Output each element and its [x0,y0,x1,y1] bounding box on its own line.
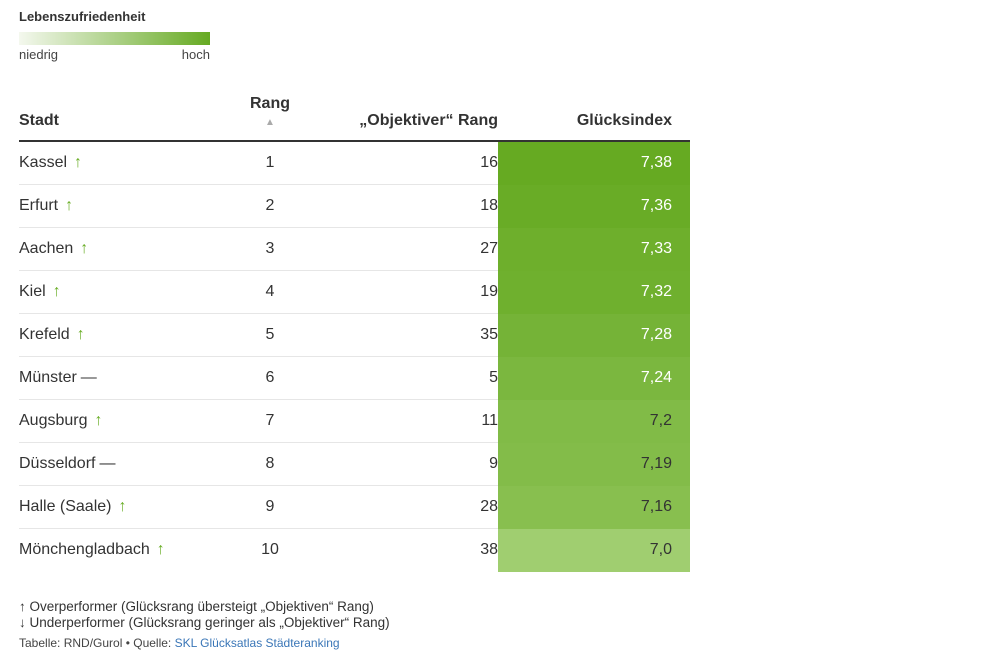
cell-rank: 2 [199,184,341,228]
city-name: Kiel [19,282,46,300]
cell-objective-rank: 9 [341,442,498,486]
cell-objective-rank: 19 [341,270,498,314]
legend-gradient-bar [19,32,210,45]
happiness-table: Stadt Rang ▲ „Objektiver“ Rang Glücksind… [19,91,690,572]
source-prefix: Tabelle: RND/Gurol • Quelle: [19,636,175,650]
cell-city: Kiel ↑ [19,270,199,314]
city-name: Augsburg [19,411,88,429]
table-row: Krefeld ↑ 5 35 7,28 [19,313,690,357]
table-row: Aachen ↑ 3 27 7,33 [19,227,690,271]
legend-high-label: hoch [181,47,210,62]
dash-icon: — [80,368,97,386]
legend-low-label: niedrig [19,47,59,62]
cell-objective-rank: 11 [341,399,498,443]
cell-rank: 9 [199,485,341,529]
color-legend: Lebenszufriedenheit niedrig hoch [19,9,210,62]
cell-city: Halle (Saale) ↑ [19,485,199,529]
column-header-rank[interactable]: Rang ▲ [199,91,341,142]
table-row: Mönchengladbach ↑ 10 38 7,0 [19,528,690,572]
column-header-city[interactable]: Stadt [19,91,199,142]
city-name: Halle (Saale) [19,497,112,515]
city-name: Kassel [19,153,68,171]
note-overperformer: ↑ Overperformer (Glücksrang übersteigt „… [19,599,374,614]
table-row: Düsseldorf —8 9 7,19 [19,442,690,486]
cell-happiness-index: 7,32 [498,270,690,314]
table-row: Kiel ↑ 4 19 7,32 [19,270,690,314]
cell-city: Krefeld ↑ [19,313,199,357]
arrow-up-icon: ↑ [156,540,165,558]
cell-objective-rank: 35 [341,313,498,357]
column-header-objective-rank[interactable]: „Objektiver“ Rang [341,91,498,142]
cell-city: Münster — [19,356,199,400]
cell-objective-rank: 27 [341,227,498,271]
cell-rank: 5 [199,313,341,357]
cell-objective-rank: 18 [341,184,498,228]
cell-happiness-index: 7,16 [498,485,690,529]
cell-city: Aachen ↑ [19,227,199,271]
dash-icon: — [99,454,116,472]
note-underperformer: ↓ Underperformer (Glücksrang geringer al… [19,615,390,630]
legend-labels: niedrig hoch [19,47,210,62]
cell-rank: 3 [199,227,341,271]
cell-happiness-index: 7,0 [498,528,690,572]
table-header-row: Stadt Rang ▲ „Objektiver“ Rang Glücksind… [19,91,690,142]
table-row: Kassel ↑ 1 16 7,38 [19,141,690,185]
cell-objective-rank: 16 [341,141,498,185]
cell-rank: 7 [199,399,341,443]
table-body: Kassel ↑ 1 16 7,38 Erfurt ↑ 2 18 7,36 Aachen ↑ 3 27 7,… [19,141,690,572]
cell-rank: 6 [199,356,341,400]
arrow-up-icon: ↑ [118,497,127,515]
sort-ascending-icon[interactable]: ▲ [265,117,275,128]
arrow-up-icon: ↑ [76,325,85,343]
city-name: Mönchengladbach [19,540,150,558]
cell-happiness-index: 7,28 [498,313,690,357]
arrow-up-icon: ↑ [94,411,103,429]
cell-happiness-index: 7,2 [498,399,690,443]
legend-title: Lebenszufriedenheit [19,9,146,24]
table-row: Augsburg ↑ 7 11 7,2 [19,399,690,443]
arrow-up-icon: ↑ [80,239,89,257]
cell-happiness-index: 7,33 [498,227,690,271]
cell-rank: 10 [261,540,279,558]
cell-objective-rank: 28 [341,485,498,529]
cell-happiness-index: 7,36 [498,184,690,228]
source-line: Tabelle: RND/Gurol • Quelle: SKL Glücksa… [19,636,340,650]
column-header-happiness-index[interactable]: Glücksindex [498,91,690,142]
cell-city: Erfurt ↑ [19,184,199,228]
table-row: Münster —6 5 7,24 [19,356,690,400]
cell-objective-rank: 38 [480,540,498,558]
city-name: Krefeld [19,325,70,343]
cell-happiness-index: 7,19 [498,442,690,486]
cell-rank: 4 [199,270,341,314]
cell-happiness-index: 7,38 [498,141,690,185]
arrow-up-icon: ↑ [52,282,61,300]
arrow-up-icon: ↑ [65,196,74,214]
cell-city: Mönchengladbach ↑ [19,528,199,571]
cell-happiness-index: 7,24 [498,356,690,400]
table-row: Halle (Saale) ↑ 9 28 7,16 [19,485,690,529]
cell-city: Düsseldorf — [19,442,199,486]
table-row: Erfurt ↑ 2 18 7,36 [19,184,690,228]
cell-rank: 1 [199,141,341,185]
cell-rank: 8 [199,442,341,486]
cell-objective-rank: 5 [341,356,498,400]
city-name: Aachen [19,239,74,257]
arrow-up-icon: ↑ [74,153,83,171]
source-link[interactable]: SKL Glücksatlas Städteranking [174,636,340,650]
city-name: Düsseldorf [19,454,96,472]
cell-city: Augsburg ↑ [19,399,199,443]
cell-city: Kassel ↑ [19,141,199,185]
column-header-rank-label: Rang [250,95,290,112]
city-name: Münster [19,368,77,386]
city-name: Erfurt [19,196,59,214]
table-notes: ↑ Overperformer (Glücksrang übersteigt „… [19,599,390,631]
